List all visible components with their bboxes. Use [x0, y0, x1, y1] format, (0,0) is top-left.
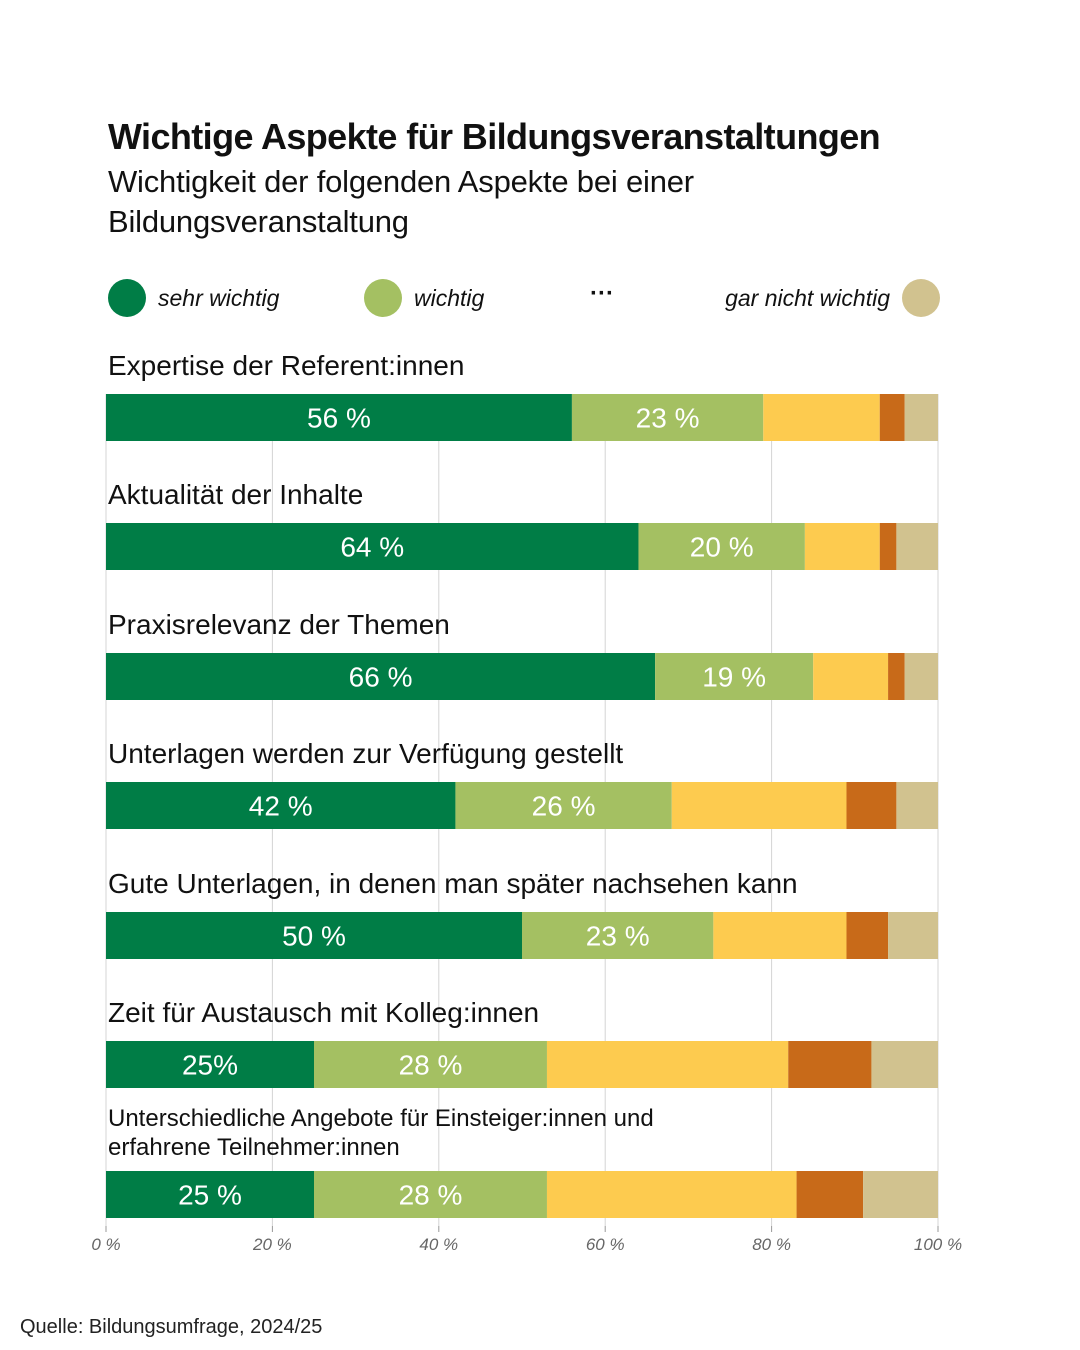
- category-label-line: Gute Unterlagen, in denen man später nac…: [108, 868, 798, 899]
- bar-segment-sehr-wichtig: [106, 394, 572, 441]
- legend-swatch-wichtig: [364, 279, 402, 317]
- data-label: 19 %: [702, 662, 766, 693]
- bar-segment-gar-nicht-wichtig: [904, 653, 938, 700]
- legend-label-gar-nicht-wichtig: gar nicht wichtig: [725, 284, 890, 311]
- bar-segment-wichtig: [638, 523, 805, 570]
- bar-segment-sehr-wichtig: [106, 1171, 314, 1218]
- category-label-line: Aktualität der Inhalte: [108, 479, 363, 510]
- bar-segment-weniger-wichtig: [879, 394, 905, 441]
- category-label: Unterschiedliche Angebote für Einsteiger…: [108, 1105, 654, 1161]
- x-tick-label: 80 %: [752, 1235, 791, 1254]
- x-tick-label: 60 %: [586, 1235, 625, 1254]
- legend-item-gar-nicht-wichtig: gar nicht wichtig: [713, 278, 940, 318]
- legend-swatch-sehr-wichtig: [108, 279, 146, 317]
- bar-segment-gar-nicht-wichtig: [863, 1171, 938, 1218]
- data-label: 42 %: [249, 791, 313, 822]
- bar-segment-teils-teils: [763, 394, 880, 441]
- bar-segment-wichtig: [571, 394, 764, 441]
- bar-segment-gar-nicht-wichtig: [904, 394, 938, 441]
- legend-ellipsis: ···: [590, 280, 614, 307]
- bar-segment-sehr-wichtig: [106, 912, 522, 959]
- data-label: 26 %: [532, 791, 596, 822]
- bar-segment-weniger-wichtig: [888, 653, 905, 700]
- data-label: 23 %: [586, 921, 650, 952]
- category-label: Praxisrelevanz der Themen: [108, 609, 450, 640]
- legend-item-wichtig: wichtig: [364, 278, 496, 318]
- category-label: Unterlagen werden zur Verfügung gestellt: [108, 738, 623, 769]
- bar-segment-gar-nicht-wichtig: [896, 523, 938, 570]
- bar-segment-gar-nicht-wichtig: [888, 912, 938, 959]
- bar-segment-sehr-wichtig: [106, 653, 656, 700]
- category-label-line: Unterschiedliche Angebote für Einsteiger…: [108, 1105, 654, 1132]
- chart-title: Wichtige Aspekte für Bildungsveranstaltu…: [108, 116, 881, 157]
- bar-segment-teils-teils: [813, 653, 889, 700]
- data-label: 23 %: [636, 403, 700, 434]
- data-label: 56 %: [307, 403, 371, 434]
- data-label: 25 %: [178, 1180, 242, 1211]
- bar-segment-wichtig: [522, 912, 714, 959]
- data-label: 28 %: [399, 1050, 463, 1081]
- legend-item-sehr-wichtig: sehr wichtig: [108, 278, 291, 318]
- data-label: 66 %: [349, 662, 413, 693]
- bar-segment-teils-teils: [804, 523, 880, 570]
- bar-segment-wichtig: [455, 782, 672, 829]
- category-label-line: erfahrene Teilnehmer:innen: [108, 1134, 400, 1161]
- data-label: 20 %: [690, 532, 754, 563]
- x-tick-label: 20 %: [252, 1235, 292, 1254]
- category-label: Expertise der Referent:innen: [108, 350, 464, 381]
- bar-segment-sehr-wichtig: [106, 782, 456, 829]
- bar-segment-sehr-wichtig: [106, 1041, 314, 1088]
- source-note: Quelle: Bildungsumfrage, 2024/25: [20, 1316, 323, 1338]
- bar-segment-weniger-wichtig: [796, 1171, 864, 1218]
- data-label: 50 %: [282, 921, 346, 952]
- bar-segment-sehr-wichtig: [106, 523, 639, 570]
- category-label-line: Expertise der Referent:innen: [108, 350, 464, 381]
- bar-segment-weniger-wichtig: [879, 523, 897, 570]
- data-label: 64 %: [340, 532, 404, 563]
- category-label-line: Praxisrelevanz der Themen: [108, 609, 450, 640]
- bar-segment-weniger-wichtig: [846, 782, 897, 829]
- legend-label-sehr-wichtig: sehr wichtig: [158, 284, 280, 311]
- chart-subtitle: Wichtigkeit der folgenden Aspekte bei ei…: [108, 164, 694, 239]
- bar-segment-wichtig: [314, 1171, 547, 1218]
- bar-segment-gar-nicht-wichtig: [871, 1041, 938, 1088]
- bar-segment-weniger-wichtig: [846, 912, 889, 959]
- bar-segment-gar-nicht-wichtig: [896, 782, 938, 829]
- x-tick-label: 40 %: [419, 1235, 458, 1254]
- bar-segment-teils-teils: [546, 1171, 797, 1218]
- bar-segment-teils-teils: [671, 782, 847, 829]
- data-label: 25%: [182, 1050, 238, 1081]
- category-label: Gute Unterlagen, in denen man später nac…: [108, 868, 798, 899]
- bar-segment-teils-teils: [713, 912, 847, 959]
- legend: sehr wichtig wichtig ··· gar nicht wicht…: [108, 278, 940, 318]
- bar-segment-wichtig: [314, 1041, 547, 1088]
- data-label: 28 %: [399, 1180, 463, 1211]
- legend-swatch-gar-nicht-wichtig: [902, 279, 940, 317]
- category-label-line: Unterlagen werden zur Verfügung gestellt: [108, 738, 623, 769]
- bar-segment-wichtig: [655, 653, 814, 700]
- category-label-line: Zeit für Austausch mit Kolleg:innen: [108, 997, 539, 1028]
- category-label: Aktualität der Inhalte: [108, 479, 363, 510]
- x-tick-label: 0 %: [91, 1235, 120, 1254]
- x-tick-label: 100 %: [914, 1235, 962, 1254]
- bar-segment-weniger-wichtig: [788, 1041, 872, 1088]
- legend-label-wichtig: wichtig: [414, 284, 485, 311]
- category-label: Zeit für Austausch mit Kolleg:innen: [108, 997, 539, 1028]
- bar-segment-teils-teils: [546, 1041, 789, 1088]
